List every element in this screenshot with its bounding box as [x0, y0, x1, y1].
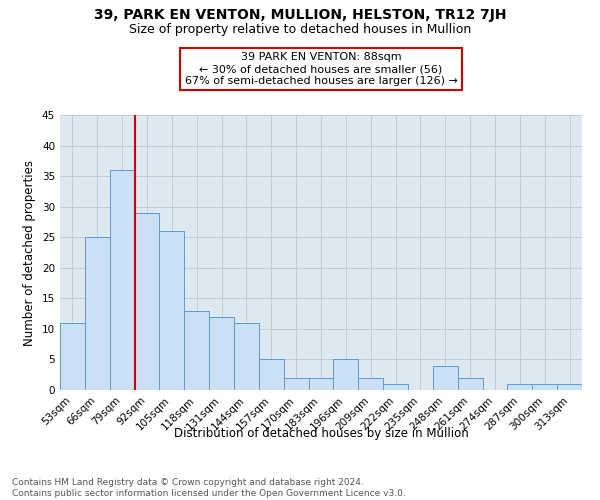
Bar: [284, 378, 308, 390]
Text: 39, PARK EN VENTON, MULLION, HELSTON, TR12 7JH: 39, PARK EN VENTON, MULLION, HELSTON, TR…: [94, 8, 506, 22]
Text: Distribution of detached houses by size in Mullion: Distribution of detached houses by size …: [173, 428, 469, 440]
Text: Contains HM Land Registry data © Crown copyright and database right 2024.
Contai: Contains HM Land Registry data © Crown c…: [12, 478, 406, 498]
Bar: [209, 316, 234, 390]
Bar: [383, 384, 408, 390]
Y-axis label: Number of detached properties: Number of detached properties: [23, 160, 37, 346]
Bar: [458, 378, 482, 390]
Text: 39 PARK EN VENTON: 88sqm
← 30% of detached houses are smaller (56)
67% of semi-d: 39 PARK EN VENTON: 88sqm ← 30% of detach…: [185, 52, 457, 86]
Bar: [134, 213, 160, 390]
Bar: [334, 360, 358, 390]
Bar: [234, 323, 259, 390]
Bar: [508, 384, 532, 390]
Bar: [308, 378, 334, 390]
Bar: [557, 384, 582, 390]
Bar: [160, 231, 184, 390]
Bar: [358, 378, 383, 390]
Bar: [433, 366, 458, 390]
Bar: [184, 310, 209, 390]
Bar: [60, 323, 85, 390]
Bar: [532, 384, 557, 390]
Bar: [110, 170, 134, 390]
Text: Size of property relative to detached houses in Mullion: Size of property relative to detached ho…: [129, 22, 471, 36]
Bar: [259, 360, 284, 390]
Bar: [85, 237, 110, 390]
